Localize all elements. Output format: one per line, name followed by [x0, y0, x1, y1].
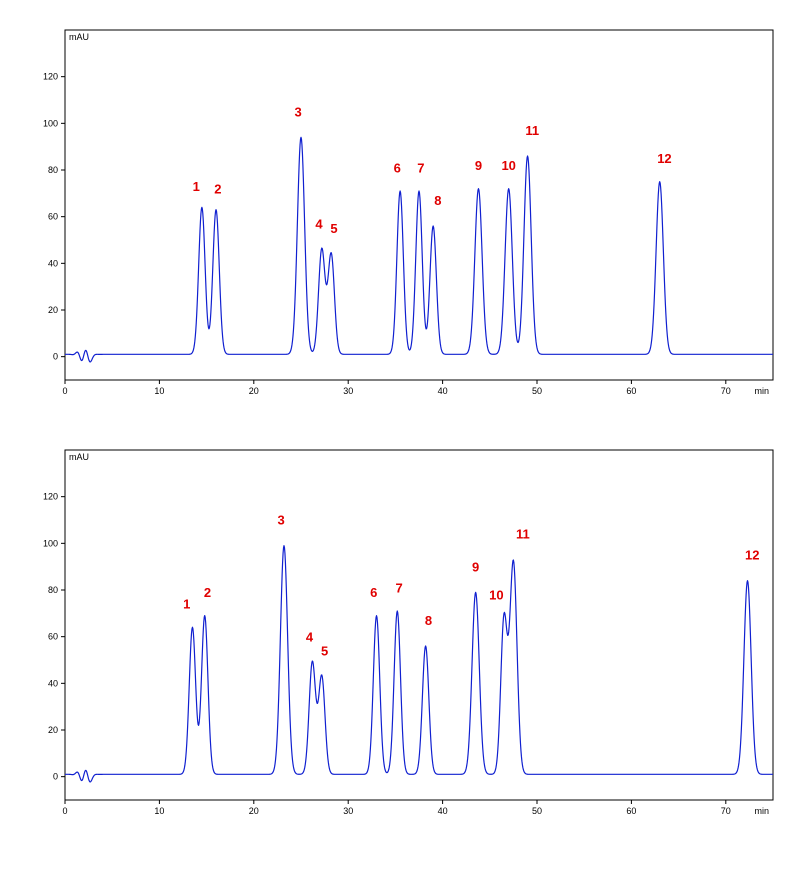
svg-text:50: 50	[532, 806, 542, 816]
svg-text:60: 60	[48, 212, 58, 222]
peak-label: 6	[394, 160, 401, 175]
peak-label: 7	[396, 580, 403, 595]
peak-label: 12	[745, 548, 759, 563]
peak-label: 3	[278, 513, 285, 528]
svg-text:30: 30	[343, 386, 353, 396]
svg-text:60: 60	[626, 386, 636, 396]
peak-label: 9	[472, 559, 479, 574]
svg-text:100: 100	[43, 118, 58, 128]
peak-label: 2	[204, 585, 211, 600]
svg-text:40: 40	[48, 258, 58, 268]
svg-text:100: 100	[43, 538, 58, 548]
svg-text:50: 50	[532, 386, 542, 396]
svg-text:40: 40	[438, 806, 448, 816]
svg-text:0: 0	[53, 352, 58, 362]
peak-label: 4	[315, 216, 323, 231]
chromatogram-chart-1: 0 20 40 60 80 100 120 0 10 20 30 40 50 60 70 mAU min 12 3 4…	[10, 10, 788, 410]
peak-label: 11	[525, 123, 539, 138]
svg-text:min: min	[754, 386, 769, 396]
svg-text:mAU: mAU	[69, 452, 89, 462]
peak-label: 9	[475, 158, 482, 173]
svg-text:60: 60	[626, 806, 636, 816]
peak-label: 7	[417, 160, 424, 175]
svg-text:20: 20	[48, 305, 58, 315]
svg-text:40: 40	[48, 678, 58, 688]
svg-text:0: 0	[62, 386, 67, 396]
peak-label: 8	[425, 613, 432, 628]
peak-label: 12	[657, 151, 671, 166]
svg-text:30: 30	[343, 806, 353, 816]
peak-label: 5	[330, 221, 337, 236]
chromatogram-chart-2: 0 20 40 60 80 100 120 0 10 20 30 40 50 60 70 mAU min 12 3 4…	[10, 430, 788, 830]
peak-label: 10	[489, 587, 503, 602]
peak-label: 2	[214, 181, 221, 196]
svg-text:70: 70	[721, 806, 731, 816]
peak-label: 1	[193, 179, 200, 194]
svg-text:20: 20	[48, 725, 58, 735]
peak-label: 1	[183, 597, 190, 612]
svg-text:20: 20	[249, 806, 259, 816]
svg-text:60: 60	[48, 632, 58, 642]
peak-label: 5	[321, 643, 328, 658]
svg-text:80: 80	[48, 585, 58, 595]
svg-text:20: 20	[249, 386, 259, 396]
peak-label: 6	[370, 585, 377, 600]
svg-text:120: 120	[43, 72, 58, 82]
peak-label: 10	[501, 158, 515, 173]
peak-label: 3	[295, 104, 302, 119]
peak-label: 8	[434, 193, 441, 208]
chart-svg-2: 0 20 40 60 80 100 120 0 10 20 30 40 50 60 70 mAU min 12 3 4…	[10, 430, 788, 830]
svg-text:10: 10	[154, 386, 164, 396]
svg-text:0: 0	[53, 772, 58, 782]
svg-text:80: 80	[48, 165, 58, 175]
svg-text:10: 10	[154, 806, 164, 816]
svg-text:70: 70	[721, 386, 731, 396]
svg-text:min: min	[754, 806, 769, 816]
svg-text:mAU: mAU	[69, 32, 89, 42]
chart-svg-1: 0 20 40 60 80 100 120 0 10 20 30 40 50 60 70 mAU min 12 3 4…	[10, 10, 788, 410]
peak-label: 4	[306, 629, 314, 644]
svg-text:120: 120	[43, 492, 58, 502]
svg-text:40: 40	[438, 386, 448, 396]
peak-label: 11	[516, 527, 530, 542]
svg-text:0: 0	[62, 806, 67, 816]
